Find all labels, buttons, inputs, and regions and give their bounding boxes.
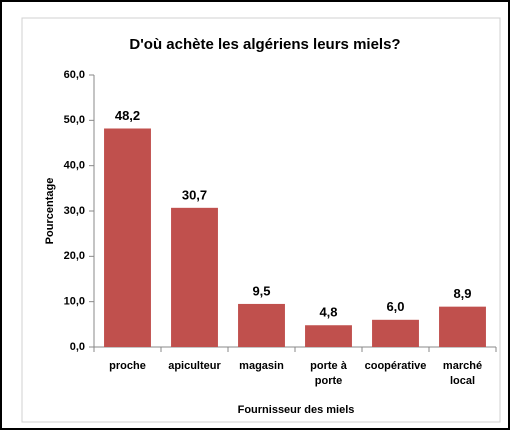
x-axis-title: Fournisseur des miels	[238, 404, 355, 416]
value-label: 48,2	[115, 108, 140, 123]
bar	[439, 306, 486, 347]
value-label: 30,7	[182, 187, 207, 202]
bar	[104, 128, 151, 347]
y-tick-label: 60,0	[64, 69, 85, 81]
x-tick-label: proche	[109, 360, 146, 372]
bar	[171, 207, 218, 347]
x-tick-label: magasin	[239, 360, 284, 372]
value-label: 9,5	[252, 283, 270, 298]
x-tick-label: marché local	[442, 360, 483, 387]
value-label: 4,8	[319, 305, 337, 320]
bar	[238, 303, 285, 347]
bar	[305, 325, 352, 347]
chart-frame	[21, 17, 501, 423]
y-tick-label: 30,0	[64, 205, 85, 217]
x-tick-label: apiculteur	[168, 360, 221, 372]
y-tick-label: 10,0	[64, 296, 85, 308]
x-tick-label: coopérative	[364, 360, 427, 372]
value-label: 8,9	[453, 286, 471, 301]
y-tick-label: 20,0	[64, 250, 85, 262]
y-axis-title: Pourcentage	[44, 178, 56, 245]
chart-title: D'où achète les algériens leurs miels?	[129, 36, 400, 53]
x-tick-label: porte à porte	[310, 360, 347, 387]
y-tick-label: 50,0	[64, 114, 85, 126]
y-tick-label: 40,0	[64, 160, 85, 172]
y-tick-label: 0,0	[70, 341, 85, 353]
bar	[372, 319, 419, 347]
value-label: 6,0	[386, 299, 404, 314]
